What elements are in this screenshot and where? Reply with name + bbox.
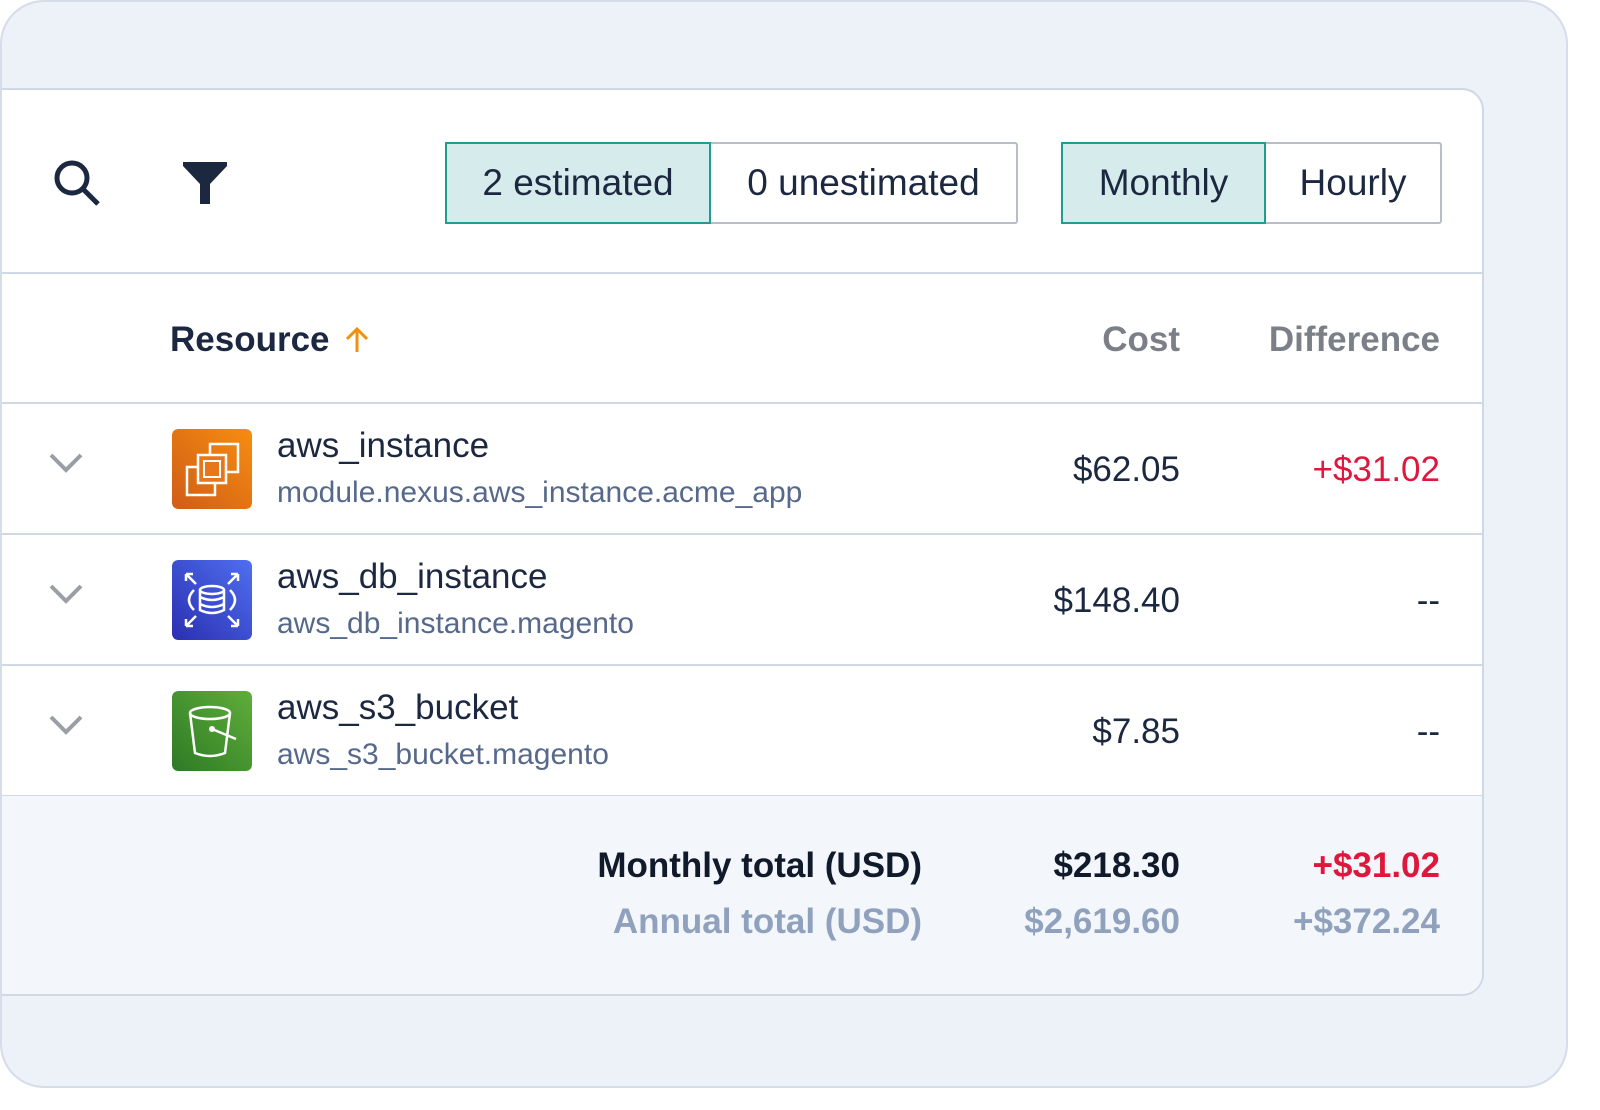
monthly-total-cost: $218.30 <box>1053 846 1180 885</box>
resource-difference: +$31.02 <box>1312 450 1441 489</box>
resource-difference: -- <box>1416 581 1440 620</box>
resource-name: aws_db_instance <box>277 557 548 596</box>
annual-total-difference: +$372.24 <box>1293 902 1440 941</box>
monthly-button[interactable]: Monthly <box>1061 142 1266 224</box>
monthly-total-label: Monthly total (USD) <box>597 846 922 885</box>
chevron-down-icon[interactable] <box>48 452 84 474</box>
resource-cost: $148.40 <box>1053 581 1180 620</box>
resource-column-header[interactable]: Resource <box>170 320 330 359</box>
annual-total-label: Annual total (USD) <box>612 902 922 941</box>
resource-address: aws_s3_bucket.magento <box>277 738 609 771</box>
chevron-down-icon[interactable] <box>48 583 84 605</box>
toolbar: 2 estimated 0 unestimated Monthly Hourly <box>2 90 1482 274</box>
monthly-total-difference: +$31.02 <box>1312 846 1441 885</box>
hourly-button[interactable]: Hourly <box>1299 162 1407 203</box>
annual-total-cost: $2,619.60 <box>1024 902 1180 941</box>
table-row[interactable]: aws_s3_bucket aws_s3_bucket.magento $7.8… <box>2 666 1482 797</box>
rds-icon <box>172 560 252 640</box>
s3-icon <box>172 691 252 771</box>
resource-cost: $62.05 <box>1072 450 1180 489</box>
totals-footer: Monthly total (USD) $218.30 +$31.02 Annu… <box>2 796 1482 994</box>
estimation-filter: 2 estimated 0 unestimated <box>445 142 1018 224</box>
search-icon[interactable] <box>52 158 102 208</box>
cost-column-header[interactable]: Cost <box>1102 320 1180 359</box>
resource-address: aws_db_instance.magento <box>277 607 634 640</box>
resource-address: module.nexus.aws_instance.acme_app <box>277 476 803 509</box>
period-toggle: Monthly Hourly <box>1061 142 1442 224</box>
filter-icon[interactable] <box>182 160 228 206</box>
resource-difference: -- <box>1416 712 1440 751</box>
table-row[interactable]: aws_instance module.nexus.aws_instance.a… <box>2 404 1482 535</box>
estimated-button[interactable]: 2 estimated <box>445 142 711 224</box>
resource-name: aws_instance <box>277 426 490 465</box>
ec2-icon <box>172 429 252 509</box>
cost-estimate-panel: 2 estimated 0 unestimated Monthly Hourly… <box>2 88 1484 996</box>
table-header: Resource Cost Difference <box>2 274 1482 404</box>
sort-ascending-icon[interactable] <box>344 326 370 354</box>
difference-column-header[interactable]: Difference <box>1268 320 1440 359</box>
chevron-down-icon[interactable] <box>48 714 84 736</box>
window-frame: 2 estimated 0 unestimated Monthly Hourly… <box>0 0 1568 1088</box>
unestimated-button[interactable]: 0 unestimated <box>747 162 980 203</box>
resource-cost: $7.85 <box>1092 712 1180 751</box>
table-row[interactable]: aws_db_instance aws_db_instance.magento … <box>2 535 1482 666</box>
resource-name: aws_s3_bucket <box>277 688 519 727</box>
